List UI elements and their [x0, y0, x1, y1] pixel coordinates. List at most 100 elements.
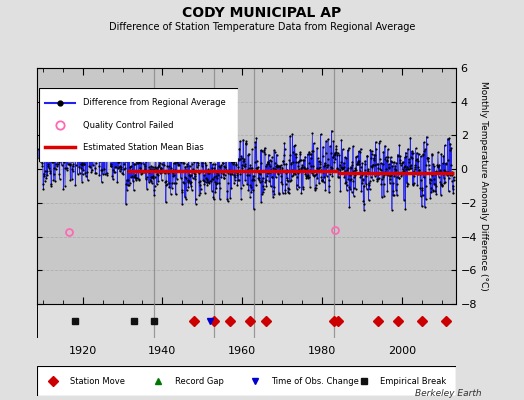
Point: [155, 163, 163, 169]
Point: [163, 140, 172, 146]
Point: [377, 176, 386, 182]
Point: [449, 190, 457, 196]
Point: [354, 148, 363, 154]
Point: [278, 167, 286, 174]
Point: [367, 162, 376, 169]
Point: [235, 177, 243, 183]
Point: [64, 160, 72, 167]
Point: [305, 160, 313, 166]
Point: [126, 163, 135, 170]
Point: [69, 168, 77, 174]
Point: [118, 170, 126, 176]
Point: [286, 133, 294, 139]
Point: [237, 154, 246, 161]
Point: [308, 170, 316, 176]
Point: [113, 127, 121, 134]
Point: [144, 153, 152, 159]
Point: [190, 154, 199, 161]
Point: [436, 181, 445, 187]
Point: [391, 162, 399, 169]
Point: [361, 158, 369, 164]
Point: [215, 180, 223, 186]
Point: [176, 154, 184, 160]
Point: [269, 184, 278, 190]
Point: [371, 152, 379, 158]
Point: [78, 160, 86, 166]
Point: [410, 173, 419, 179]
Point: [439, 174, 447, 181]
Point: [113, 139, 121, 146]
Point: [140, 168, 148, 175]
Point: [168, 184, 176, 191]
Point: [320, 163, 328, 170]
Point: [299, 184, 307, 190]
Point: [232, 162, 240, 168]
Point: [405, 166, 413, 172]
Point: [408, 148, 416, 154]
Point: [360, 206, 368, 213]
Point: [187, 178, 195, 185]
Point: [400, 197, 408, 203]
Point: [209, 176, 217, 182]
Point: [247, 184, 255, 190]
Point: [403, 182, 411, 189]
Point: [314, 158, 323, 164]
Point: [275, 162, 283, 169]
Point: [232, 161, 241, 167]
Point: [250, 173, 259, 179]
Point: [177, 150, 185, 156]
Point: [294, 162, 302, 169]
Point: [38, 160, 46, 166]
Point: [427, 188, 435, 195]
Point: [236, 170, 245, 177]
Point: [265, 151, 273, 158]
Point: [160, 161, 168, 168]
Point: [81, 137, 90, 143]
Point: [380, 193, 388, 199]
Point: [247, 164, 255, 171]
Point: [129, 178, 137, 184]
Point: [300, 164, 309, 170]
Point: [179, 144, 188, 150]
Point: [89, 137, 97, 143]
Point: [382, 171, 390, 177]
Point: [98, 146, 106, 152]
Point: [255, 175, 264, 182]
Point: [232, 151, 241, 157]
Point: [56, 149, 64, 155]
Point: [414, 158, 422, 165]
Point: [229, 156, 237, 162]
Point: [284, 189, 292, 196]
Point: [94, 117, 103, 123]
Point: [317, 174, 325, 180]
Point: [290, 170, 299, 176]
Point: [91, 164, 99, 171]
Point: [372, 139, 380, 145]
Point: [319, 153, 327, 160]
Point: [177, 159, 185, 166]
Point: [130, 174, 139, 180]
Point: [66, 162, 74, 168]
Point: [294, 184, 303, 191]
Point: [145, 177, 154, 183]
Text: 1940: 1940: [148, 346, 177, 356]
Point: [172, 191, 180, 198]
Point: [316, 159, 324, 166]
Point: [85, 149, 93, 156]
Point: [103, 172, 111, 178]
Point: [423, 141, 431, 148]
Point: [434, 162, 442, 169]
Point: [409, 150, 417, 156]
Point: [429, 187, 437, 193]
Point: [123, 149, 132, 156]
Point: [343, 147, 352, 153]
Point: [79, 171, 87, 177]
Point: [411, 164, 419, 170]
Point: [236, 156, 244, 162]
Point: [49, 159, 57, 166]
Point: [72, 156, 80, 162]
Point: [365, 197, 373, 203]
Point: [345, 183, 353, 190]
Point: [172, 159, 181, 166]
Point: [438, 182, 446, 189]
